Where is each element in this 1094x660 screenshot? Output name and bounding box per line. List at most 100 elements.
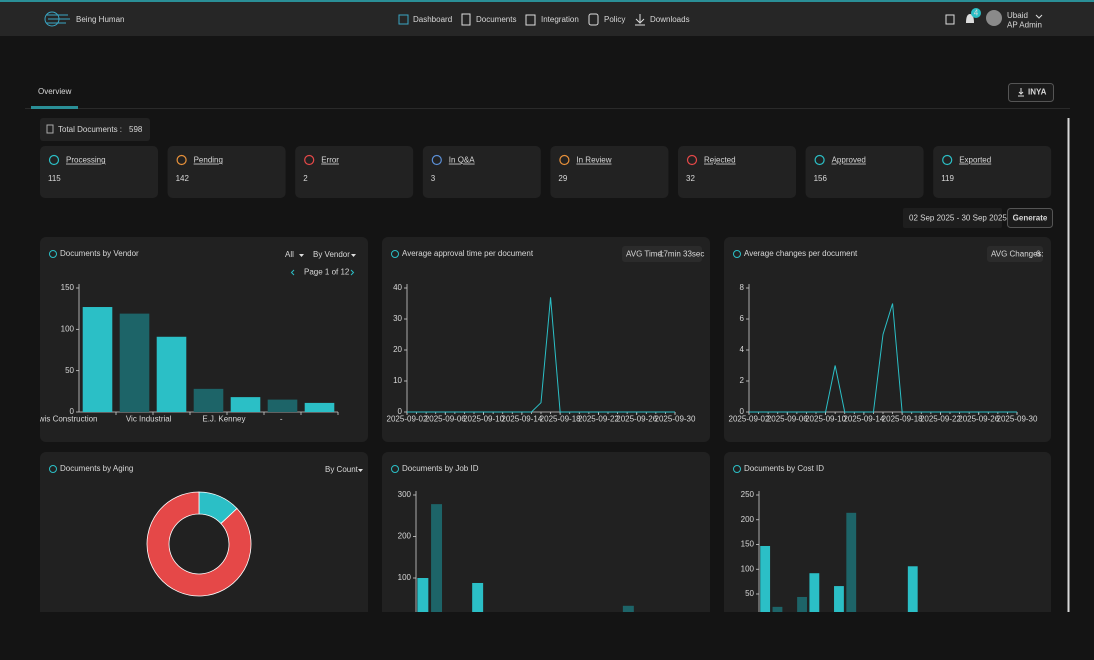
bar [772, 606, 783, 612]
status-label[interactable]: Approved [832, 156, 866, 165]
status-card[interactable] [295, 146, 414, 198]
y-tick-label: 6 [740, 314, 745, 323]
bar [797, 596, 807, 612]
x-tick-label: 2025-09-02 [729, 415, 770, 424]
total-value: 598 [129, 125, 143, 134]
date-range-box[interactable] [903, 208, 1002, 228]
nav-icon [461, 13, 471, 26]
y-tick-label: 0 [740, 407, 745, 416]
status-card[interactable] [422, 146, 541, 198]
y-tick-label: 10 [393, 376, 402, 385]
nav-icon [588, 13, 599, 26]
status-card[interactable] [40, 146, 158, 198]
status-label[interactable]: Processing [66, 156, 106, 165]
status-card[interactable] [167, 146, 286, 198]
download-icon [1018, 88, 1024, 97]
y-tick-label: 4 [740, 345, 745, 354]
x-tick-label: Lewis Construction [30, 415, 98, 424]
status-card[interactable] [805, 146, 924, 198]
user-menu[interactable] [1035, 14, 1043, 19]
y-tick-label: 150 [61, 283, 75, 292]
pie-slice [146, 491, 252, 597]
x-tick-label: 2025-09-10 [463, 415, 504, 424]
y-tick-label: 100 [398, 573, 412, 582]
status-value: 115 [48, 174, 61, 183]
bar [156, 336, 187, 412]
dropdown[interactable]: By Count [325, 465, 359, 474]
page-prev[interactable] [290, 269, 295, 276]
status-label[interactable]: Pending [194, 156, 223, 165]
nav-link[interactable]: Dashboard [413, 15, 452, 24]
dropdown[interactable]: By Vendor [313, 250, 350, 259]
line-series [749, 303, 1017, 413]
x-tick-label: E.J. Kenney [202, 415, 245, 424]
logo[interactable] [44, 11, 70, 27]
x-tick-label: 2025-09-30 [655, 415, 696, 424]
x-tick-label: 2025-09-14 [501, 415, 542, 424]
status-card[interactable] [550, 146, 669, 198]
avatar[interactable] [986, 10, 1002, 26]
scrollbar[interactable] [1067, 118, 1070, 612]
x-tick-label: 2025-09-10 [805, 415, 846, 424]
status-icon [942, 154, 953, 166]
panel [382, 452, 710, 612]
bell-icon[interactable] [966, 14, 974, 23]
export-button[interactable] [1008, 83, 1054, 102]
y-tick-label: 0 [70, 407, 75, 416]
status-value: 3 [431, 174, 436, 183]
y-tick-label: 50 [745, 589, 754, 598]
stat-value: 17min 33sec [659, 250, 704, 259]
status-value: 2 [303, 174, 308, 183]
nav-link[interactable]: Downloads [650, 15, 690, 24]
docs-icon[interactable] [945, 14, 955, 25]
date-range: 02 Sep 2025 - 30 Sep 2025 [909, 214, 1007, 223]
panel-icon [49, 465, 57, 473]
nav-link[interactable]: Integration [541, 15, 579, 24]
bar [809, 573, 820, 612]
x-tick-label: 2025-09-26 [958, 415, 999, 424]
pagination: Page 1 of 12 [304, 268, 350, 277]
stat-value: 6 [1036, 250, 1041, 259]
top-bar [0, 0, 1094, 36]
status-card[interactable] [678, 146, 796, 198]
chart-panel: Documents by Aging By Count [40, 452, 368, 612]
nav-icon [398, 14, 409, 25]
chart-title: Documents by Job ID [402, 464, 479, 473]
status-label[interactable]: Exported [959, 156, 991, 165]
tab-indicator [31, 106, 78, 109]
panel-icon [733, 250, 741, 258]
chart-panel: Average approval time per document AVG Ti… [382, 237, 710, 442]
nav-link[interactable]: Policy [604, 15, 625, 24]
status-icon [814, 154, 825, 166]
bar [267, 399, 298, 412]
panel-icon [49, 250, 57, 258]
x-label-clip: - [280, 415, 283, 424]
dropdown[interactable]: All [285, 250, 294, 259]
x-tick-label: 2025-09-26 [616, 415, 657, 424]
stat-label: AVG Time: [626, 250, 664, 259]
status-label[interactable]: Rejected [704, 156, 736, 165]
export-label: INYA [1028, 88, 1047, 97]
status-label[interactable]: In Review [576, 156, 611, 165]
status-value: 156 [814, 174, 828, 183]
y-tick-label: 200 [741, 515, 755, 524]
panel [382, 237, 710, 442]
bar [760, 545, 771, 612]
tab-divider [25, 108, 1070, 109]
chart-title: Average changes per document [744, 249, 858, 258]
status-label[interactable]: In Q&A [449, 156, 475, 165]
bar [622, 605, 634, 612]
page-next[interactable] [350, 269, 355, 276]
y-tick-label: 250 [741, 490, 755, 499]
generate-button[interactable] [1007, 208, 1053, 228]
tab[interactable]: Overview [38, 87, 72, 96]
status-label[interactable]: Error [321, 156, 339, 165]
status-icon [48, 154, 60, 166]
status-card[interactable] [933, 146, 1052, 198]
y-tick-label: 8 [740, 283, 745, 292]
generate-label: Generate [1013, 214, 1048, 223]
chart-panel: Documents by Job ID 100 200 300 [382, 452, 710, 612]
stat-label: AVG Changes: [991, 250, 1044, 259]
status-value: 119 [941, 174, 954, 183]
nav-link[interactable]: Documents [476, 15, 516, 24]
